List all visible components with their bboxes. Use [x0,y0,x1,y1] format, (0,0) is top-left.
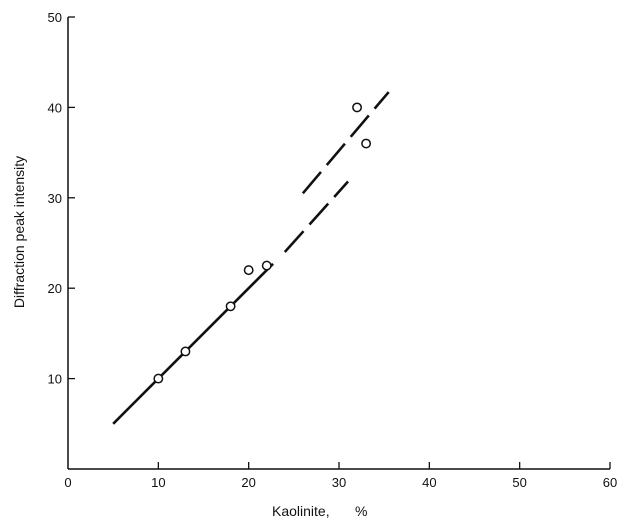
data-point [352,102,363,113]
y-tick-label: 40 [48,100,62,115]
x-tick-label: 50 [512,475,526,490]
data-point [243,265,254,276]
y-tick-label: 50 [48,10,62,25]
y-tick-label: 10 [48,372,62,387]
fit-line-solid [112,262,274,425]
data-point [180,346,191,357]
trend-lines [112,91,390,425]
fit-line-dashed [283,180,350,253]
y-tick-label: 30 [48,191,62,206]
data-point [261,260,272,271]
y-tick-label: 20 [48,281,62,296]
x-tick-label: 0 [64,475,71,490]
data-point [225,301,236,312]
y-axis-ticks: 10 20 30 40 50 [48,10,75,387]
data-points [153,102,372,384]
y-axis-label: Diffraction peak intensity [11,156,27,308]
x-axis-label: Kaolinite, [272,503,330,519]
x-tick-label: 60 [603,475,617,490]
data-point [153,373,164,384]
fit-line-dashed [301,91,390,195]
x-tick-label: 20 [241,475,255,490]
data-point [361,138,372,149]
x-axis-unit: % [355,503,367,519]
x-tick-label: 10 [151,475,165,490]
x-tick-label: 40 [422,475,436,490]
x-tick-label: 30 [332,475,346,490]
x-axis-ticks: 0 10 20 30 40 50 60 [64,462,617,490]
